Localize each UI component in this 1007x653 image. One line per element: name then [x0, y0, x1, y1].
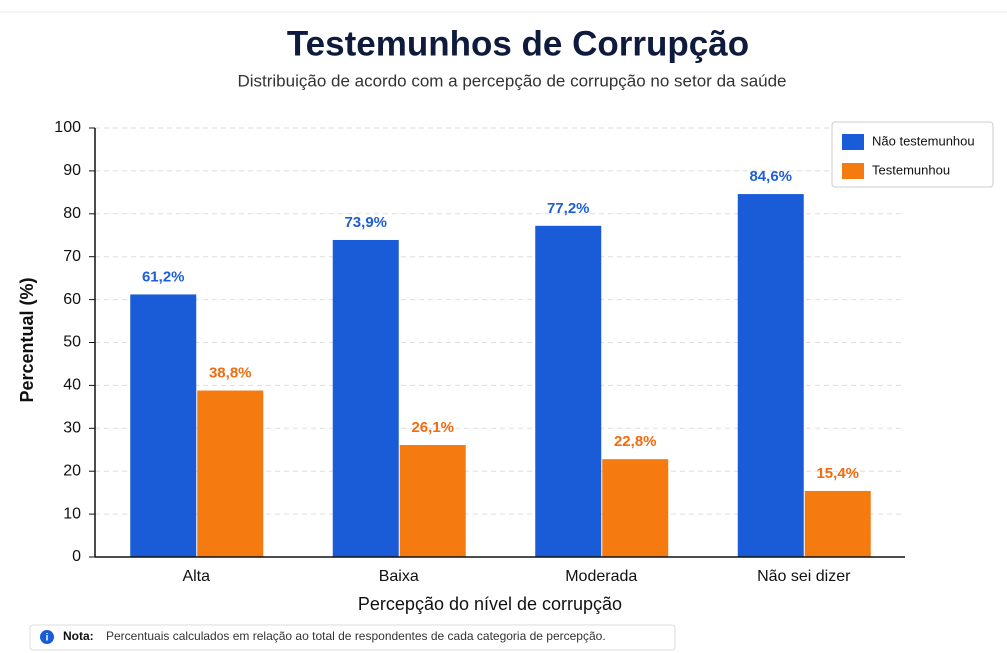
- legend-label: Não testemunhou: [872, 133, 975, 148]
- x-tick-label: Não sei dizer: [757, 568, 851, 585]
- x-tick-label: Baixa: [379, 568, 419, 585]
- note-box: [29, 624, 676, 651]
- chart-subtitle: Distribuição de acordo com a percepção d…: [237, 71, 786, 90]
- value-label: 15,4%: [816, 465, 859, 482]
- bar: [197, 390, 264, 557]
- info-icon-glyph: i: [46, 633, 49, 644]
- x-axis-label: Percepção do nível de corrupção: [358, 594, 622, 614]
- y-tick-label: 20: [63, 462, 81, 479]
- x-tick-label: Moderada: [565, 568, 637, 585]
- y-tick-label: 50: [63, 334, 81, 351]
- bar: [737, 194, 804, 558]
- legend-box: [831, 121, 994, 188]
- note-label: Nota:: [63, 629, 94, 643]
- y-tick-label: 30: [63, 420, 81, 437]
- value-label: 38,8%: [209, 365, 252, 382]
- y-tick-label: 100: [54, 119, 81, 136]
- y-tick-label: 60: [63, 291, 81, 308]
- value-label: 26,1%: [411, 419, 454, 436]
- bar: [332, 239, 399, 557]
- bar: [130, 294, 197, 557]
- chart-title: Testemunhos de Corrupção: [287, 24, 749, 63]
- y-tick-label: 90: [63, 162, 81, 179]
- x-tick-label: Alta: [182, 568, 210, 585]
- value-label: 61,2%: [142, 268, 185, 285]
- note-text: Percentuais calculados em relação ao tot…: [106, 629, 606, 643]
- bar: [602, 459, 669, 557]
- legend-swatch: [842, 163, 864, 179]
- legend-label: Testemunhou: [872, 162, 950, 177]
- value-label: 73,9%: [344, 214, 387, 231]
- value-label: 22,8%: [614, 433, 657, 450]
- value-label: 77,2%: [547, 200, 590, 217]
- y-tick-label: 0: [72, 548, 81, 565]
- bar: [804, 490, 871, 557]
- legend-swatch: [842, 134, 864, 150]
- bar: [535, 225, 602, 557]
- bar: [399, 445, 466, 557]
- info-icon: [40, 630, 54, 644]
- y-tick-label: 80: [63, 205, 81, 222]
- y-tick-label: 10: [63, 505, 81, 522]
- y-tick-label: 70: [63, 248, 81, 265]
- y-axis-label: Percentual (%): [17, 277, 37, 402]
- y-tick-label: 40: [63, 377, 81, 394]
- value-label: 84,6%: [749, 168, 792, 185]
